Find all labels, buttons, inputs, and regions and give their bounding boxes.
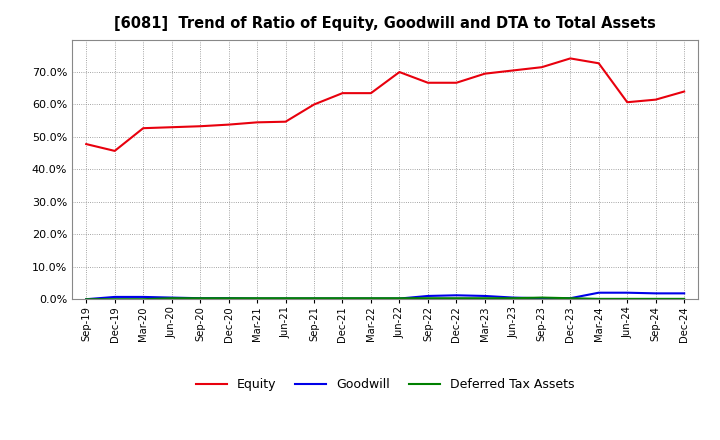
Equity [595, 61, 603, 66]
Line: Equity: Equity [86, 59, 684, 151]
Goodwill [110, 294, 119, 300]
Goodwill [680, 291, 688, 296]
Equity [139, 125, 148, 131]
Goodwill [480, 293, 489, 299]
Goodwill [566, 296, 575, 301]
Equity [566, 56, 575, 61]
Goodwill [82, 297, 91, 302]
Deferred Tax Assets [366, 296, 375, 301]
Goodwill [537, 296, 546, 301]
Deferred Tax Assets [652, 296, 660, 301]
Deferred Tax Assets [225, 296, 233, 301]
Equity [82, 141, 91, 147]
Deferred Tax Assets [82, 297, 91, 302]
Equity [338, 91, 347, 96]
Deferred Tax Assets [509, 296, 518, 301]
Equity [310, 102, 318, 107]
Line: Goodwill: Goodwill [86, 293, 684, 299]
Goodwill [423, 293, 432, 299]
Goodwill [338, 296, 347, 301]
Goodwill [196, 296, 204, 301]
Goodwill [452, 293, 461, 298]
Deferred Tax Assets [310, 296, 318, 301]
Goodwill [225, 296, 233, 301]
Goodwill [253, 296, 261, 301]
Equity [680, 89, 688, 94]
Deferred Tax Assets [196, 296, 204, 301]
Equity [652, 97, 660, 102]
Equity [196, 124, 204, 129]
Goodwill [509, 295, 518, 300]
Equity [480, 71, 489, 76]
Equity [282, 119, 290, 125]
Equity [537, 65, 546, 70]
Equity [623, 99, 631, 105]
Equity [167, 125, 176, 130]
Goodwill [595, 290, 603, 295]
Deferred Tax Assets [595, 296, 603, 301]
Goodwill [395, 296, 404, 301]
Goodwill [167, 295, 176, 300]
Equity [509, 68, 518, 73]
Deferred Tax Assets [139, 297, 148, 302]
Goodwill [623, 290, 631, 295]
Deferred Tax Assets [480, 296, 489, 301]
Equity [452, 80, 461, 85]
Deferred Tax Assets [452, 296, 461, 301]
Equity [225, 122, 233, 127]
Equity [110, 148, 119, 154]
Deferred Tax Assets [395, 296, 404, 301]
Legend: Equity, Goodwill, Deferred Tax Assets: Equity, Goodwill, Deferred Tax Assets [196, 378, 575, 391]
Deferred Tax Assets [253, 296, 261, 301]
Deferred Tax Assets [338, 296, 347, 301]
Goodwill [282, 296, 290, 301]
Equity [253, 120, 261, 125]
Deferred Tax Assets [423, 296, 432, 301]
Equity [395, 70, 404, 75]
Deferred Tax Assets [623, 296, 631, 301]
Goodwill [310, 296, 318, 301]
Goodwill [652, 291, 660, 296]
Deferred Tax Assets [566, 296, 575, 301]
Deferred Tax Assets [537, 295, 546, 300]
Deferred Tax Assets [110, 297, 119, 302]
Deferred Tax Assets [167, 296, 176, 301]
Equity [423, 80, 432, 85]
Goodwill [139, 294, 148, 300]
Title: [6081]  Trend of Ratio of Equity, Goodwill and DTA to Total Assets: [6081] Trend of Ratio of Equity, Goodwil… [114, 16, 656, 32]
Line: Deferred Tax Assets: Deferred Tax Assets [86, 297, 684, 299]
Deferred Tax Assets [680, 296, 688, 301]
Equity [366, 91, 375, 96]
Deferred Tax Assets [282, 296, 290, 301]
Goodwill [366, 296, 375, 301]
